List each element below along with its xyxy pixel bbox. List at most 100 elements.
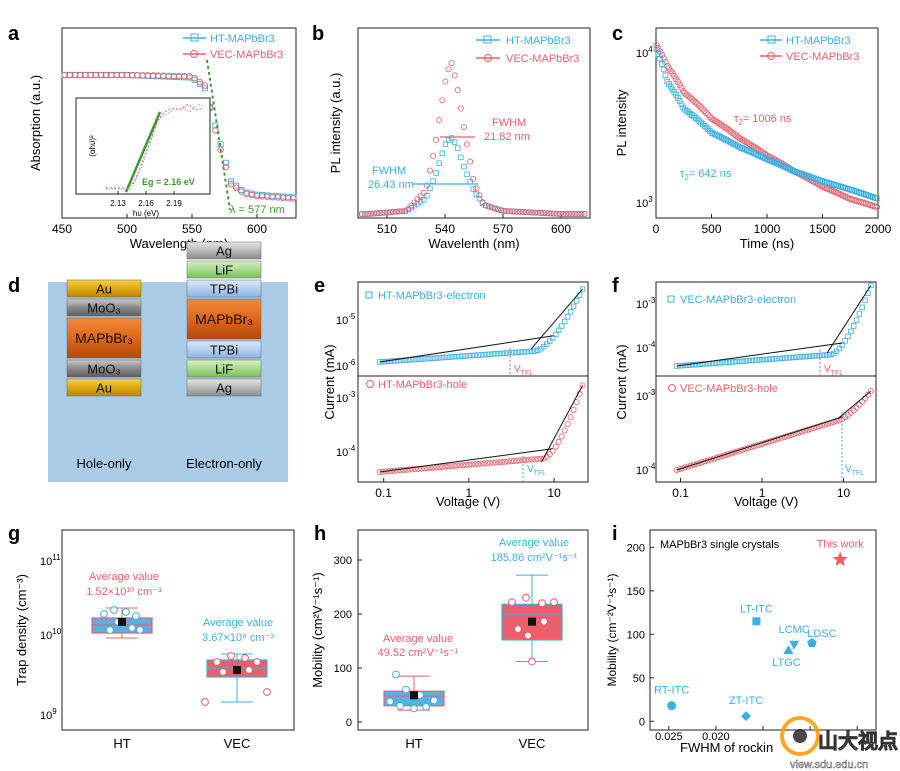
data-point bbox=[439, 463, 446, 470]
data-point bbox=[106, 626, 114, 634]
data-point bbox=[861, 191, 868, 197]
data-point bbox=[442, 141, 449, 147]
data-point bbox=[463, 353, 469, 359]
data-point bbox=[559, 210, 566, 217]
g-vec-avg-title: Average value bbox=[203, 617, 273, 629]
legend-vec-c: VEC-MAPbBr3 bbox=[786, 51, 859, 63]
data-point bbox=[769, 158, 775, 165]
data-point bbox=[779, 434, 786, 441]
hole-only-caption: Hole-only bbox=[77, 456, 132, 471]
data-point bbox=[711, 117, 719, 125]
tfl-fit-line bbox=[530, 288, 583, 350]
panel-h: h Mobility (cm²V⁻¹s⁻¹) 0 100 200 300 HT VEC… bbox=[310, 523, 589, 751]
data-point bbox=[386, 697, 394, 706]
data-point bbox=[383, 209, 390, 216]
data-point bbox=[396, 701, 404, 710]
data-point bbox=[691, 113, 697, 120]
data-point bbox=[457, 353, 463, 360]
y-tick-c-1e3: 103 bbox=[636, 195, 653, 210]
y-tick-label: 100 bbox=[334, 663, 352, 675]
data-point bbox=[759, 356, 766, 363]
y-tick-label: 200 bbox=[627, 542, 645, 554]
y-axis-label-i: Mobility (cm⁻²V⁻¹s⁻¹) bbox=[605, 574, 619, 687]
data-point bbox=[458, 154, 464, 161]
data-point bbox=[473, 191, 480, 197]
data-point bbox=[655, 45, 662, 52]
data-point bbox=[833, 348, 840, 355]
legend-e-bottom: HT-MAPbBr3-hole bbox=[366, 379, 467, 391]
data-point bbox=[232, 184, 240, 192]
y-tick-c-1e4: 104 bbox=[636, 45, 653, 60]
data-point bbox=[715, 133, 722, 139]
x-tick-label: 500 bbox=[117, 222, 137, 236]
data-point bbox=[213, 658, 221, 666]
data-point bbox=[765, 356, 771, 362]
data-point bbox=[746, 148, 752, 154]
axes-frame-a bbox=[61, 27, 297, 219]
hole-only-stack: Au MoO₃ MAPbBr₃ MoO₃ Au bbox=[66, 279, 142, 397]
data-point bbox=[676, 81, 683, 88]
data-point bbox=[867, 388, 874, 395]
data-point bbox=[838, 183, 845, 190]
data-point bbox=[504, 208, 511, 215]
x-ticks-a: 450 500 550 600 bbox=[52, 214, 267, 236]
layer-label: Ag bbox=[216, 244, 232, 259]
data-point bbox=[476, 192, 483, 199]
data-point bbox=[514, 625, 522, 634]
data-point bbox=[243, 190, 250, 198]
data-point bbox=[510, 208, 517, 215]
layer-label: LiF bbox=[215, 362, 233, 377]
data-point bbox=[132, 612, 140, 620]
layer-moo3 bbox=[66, 298, 142, 317]
data-point bbox=[406, 466, 413, 473]
data-point bbox=[394, 358, 401, 364]
x-axis-label-i: FWHM of rockin bbox=[680, 740, 773, 755]
data-point bbox=[567, 414, 574, 421]
data-point bbox=[765, 156, 772, 163]
point-label: LCMC bbox=[778, 624, 809, 636]
data-point bbox=[678, 84, 685, 92]
x-tick-label: 570 bbox=[493, 222, 513, 236]
layer-ag bbox=[186, 241, 262, 260]
layer-mapbbr3 bbox=[186, 298, 262, 340]
data-point bbox=[873, 203, 880, 211]
data-point bbox=[839, 342, 845, 348]
data-point bbox=[863, 191, 869, 198]
y-tick-g-10: 1010 bbox=[40, 627, 62, 642]
panel-label-c: c bbox=[612, 23, 623, 45]
data-point bbox=[550, 598, 558, 607]
data-point bbox=[671, 89, 678, 95]
data-point bbox=[679, 88, 687, 95]
data-point bbox=[227, 180, 235, 188]
data-point bbox=[776, 435, 783, 442]
data-point bbox=[753, 151, 759, 157]
data-point bbox=[805, 353, 811, 360]
legend-vec-a: VEC-MAPbBr3 bbox=[210, 49, 283, 61]
data-point bbox=[555, 438, 562, 445]
data-point bbox=[653, 42, 660, 49]
data-point bbox=[675, 95, 681, 101]
data-point bbox=[787, 431, 794, 438]
data-point bbox=[745, 140, 753, 147]
tau-vec-label: τ2= 1006 ns bbox=[734, 113, 792, 127]
data-point bbox=[862, 297, 868, 304]
axes-frame-e bbox=[357, 281, 589, 483]
data-point bbox=[461, 163, 467, 170]
x-tick-label: 540 bbox=[435, 222, 455, 236]
vtfl-e-bot: VTFL bbox=[527, 464, 546, 477]
data-point bbox=[451, 354, 458, 360]
data-point bbox=[501, 207, 508, 214]
data-point bbox=[744, 147, 750, 154]
data-point bbox=[524, 631, 532, 640]
data-point bbox=[219, 668, 227, 676]
data-point bbox=[751, 143, 758, 151]
data-point bbox=[786, 166, 793, 172]
data-point bbox=[578, 210, 585, 217]
vtfl-f-bot: VTFL bbox=[845, 464, 864, 477]
data-point bbox=[564, 314, 571, 320]
data-point bbox=[743, 139, 751, 146]
data-point bbox=[842, 338, 848, 344]
x-tick-label: 1500 bbox=[809, 222, 836, 236]
data-point bbox=[475, 460, 482, 467]
